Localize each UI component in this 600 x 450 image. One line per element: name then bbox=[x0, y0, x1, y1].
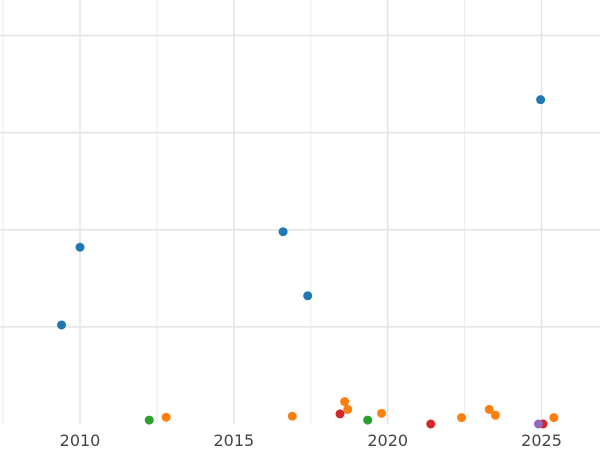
grid-lines bbox=[0, 0, 600, 424]
x-tick-label: 2025 bbox=[521, 431, 562, 450]
data-point bbox=[549, 413, 559, 423]
data-point bbox=[57, 320, 67, 330]
data-point bbox=[363, 415, 373, 425]
x-tick-label: 2010 bbox=[60, 431, 101, 450]
x-tick-label: 2015 bbox=[213, 431, 254, 450]
data-point bbox=[343, 404, 353, 414]
data-points bbox=[57, 95, 559, 429]
data-point bbox=[287, 411, 297, 421]
x-axis-tick-labels: 2010 2015 2020 2025 bbox=[60, 431, 562, 450]
data-point bbox=[490, 410, 500, 420]
data-point bbox=[377, 408, 387, 418]
data-point bbox=[161, 412, 171, 422]
data-point bbox=[340, 397, 350, 407]
data-point bbox=[484, 404, 494, 414]
x-tick-label: 2020 bbox=[367, 431, 408, 450]
data-point bbox=[426, 419, 436, 429]
data-point bbox=[335, 409, 345, 419]
data-point bbox=[75, 242, 85, 252]
data-point bbox=[457, 413, 467, 423]
data-point bbox=[278, 227, 288, 237]
data-point bbox=[303, 291, 313, 301]
data-point bbox=[533, 419, 543, 429]
data-point bbox=[536, 95, 546, 105]
data-point bbox=[144, 415, 154, 425]
